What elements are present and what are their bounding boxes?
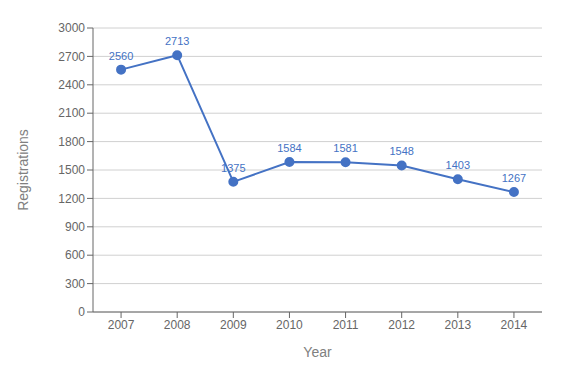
svg-text:0: 0	[78, 305, 85, 319]
svg-text:600: 600	[65, 248, 85, 262]
svg-text:2560: 2560	[109, 50, 133, 62]
svg-text:Year: Year	[303, 344, 332, 360]
svg-text:300: 300	[65, 277, 85, 291]
svg-text:1375: 1375	[221, 162, 245, 174]
svg-text:1584: 1584	[277, 142, 301, 154]
svg-text:2007: 2007	[108, 318, 135, 332]
svg-text:1548: 1548	[389, 145, 413, 157]
svg-text:2009: 2009	[220, 318, 247, 332]
svg-text:1500: 1500	[58, 163, 85, 177]
svg-text:1200: 1200	[58, 192, 85, 206]
svg-text:2713: 2713	[165, 35, 189, 47]
svg-text:900: 900	[65, 220, 85, 234]
svg-text:2400: 2400	[58, 78, 85, 92]
svg-text:1800: 1800	[58, 135, 85, 149]
svg-text:1403: 1403	[446, 159, 470, 171]
svg-text:1267: 1267	[502, 172, 526, 184]
svg-text:2012: 2012	[388, 318, 415, 332]
svg-text:2013: 2013	[444, 318, 471, 332]
svg-text:2010: 2010	[276, 318, 303, 332]
svg-text:Registrations: Registrations	[15, 129, 31, 211]
svg-text:3000: 3000	[58, 21, 85, 35]
svg-text:2011: 2011	[333, 318, 359, 332]
svg-text:2014: 2014	[501, 318, 528, 332]
svg-text:2100: 2100	[58, 106, 85, 120]
svg-text:2700: 2700	[58, 50, 85, 64]
svg-text:2008: 2008	[164, 318, 191, 332]
svg-text:1581: 1581	[333, 142, 357, 154]
